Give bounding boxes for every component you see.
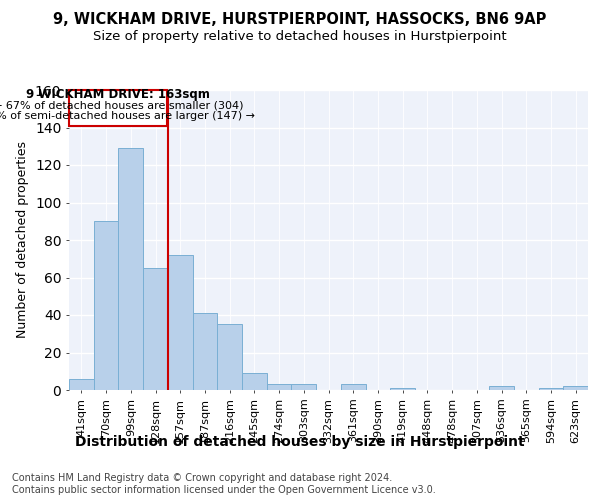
Bar	[563, 386, 588, 390]
Bar	[69, 379, 94, 390]
Bar	[292, 384, 316, 390]
Bar	[539, 388, 563, 390]
Text: 9 WICKHAM DRIVE: 163sqm: 9 WICKHAM DRIVE: 163sqm	[26, 88, 211, 101]
Bar	[341, 384, 365, 390]
Bar	[168, 255, 193, 390]
Bar	[94, 221, 118, 390]
FancyBboxPatch shape	[70, 90, 167, 126]
Text: Contains HM Land Registry data © Crown copyright and database right 2024.
Contai: Contains HM Land Registry data © Crown c…	[12, 474, 436, 495]
Bar	[143, 268, 168, 390]
Text: 9, WICKHAM DRIVE, HURSTPIERPOINT, HASSOCKS, BN6 9AP: 9, WICKHAM DRIVE, HURSTPIERPOINT, HASSOC…	[53, 12, 547, 28]
Bar	[118, 148, 143, 390]
Bar	[267, 384, 292, 390]
Text: ← 67% of detached houses are smaller (304): ← 67% of detached houses are smaller (30…	[0, 100, 244, 110]
Bar	[217, 324, 242, 390]
Text: Distribution of detached houses by size in Hurstpierpoint: Distribution of detached houses by size …	[75, 435, 525, 449]
Bar	[489, 386, 514, 390]
Bar	[390, 388, 415, 390]
Bar	[193, 313, 217, 390]
Y-axis label: Number of detached properties: Number of detached properties	[16, 142, 29, 338]
Bar	[242, 373, 267, 390]
Text: 32% of semi-detached houses are larger (147) →: 32% of semi-detached houses are larger (…	[0, 112, 255, 121]
Text: Size of property relative to detached houses in Hurstpierpoint: Size of property relative to detached ho…	[93, 30, 507, 43]
